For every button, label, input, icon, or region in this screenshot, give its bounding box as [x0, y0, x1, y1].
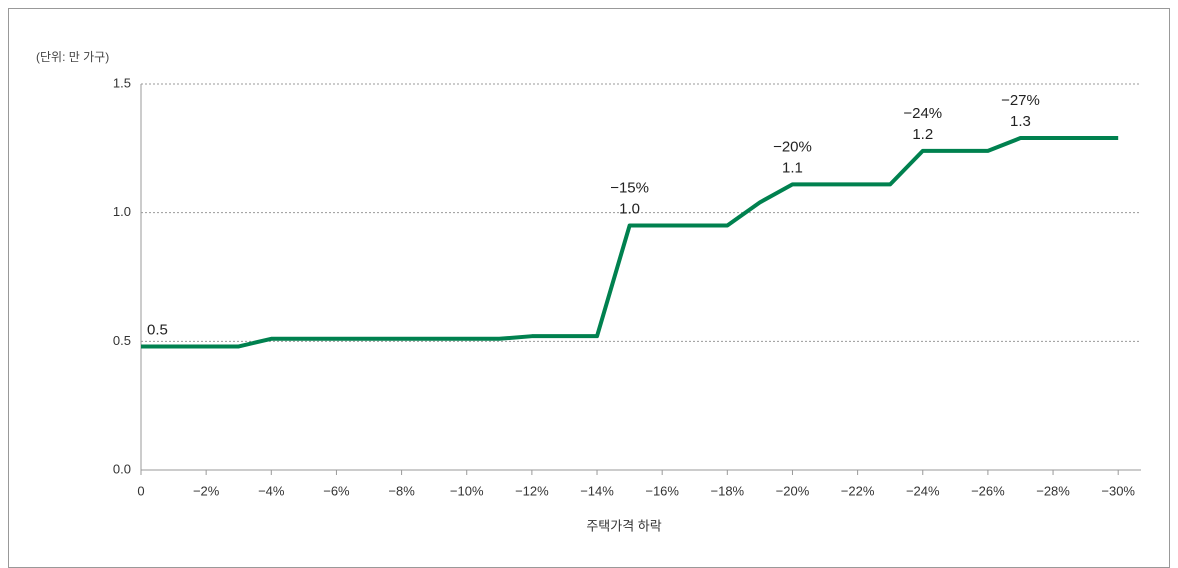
annotation: −20% [773, 138, 812, 155]
x-tick-label: −20% [776, 483, 810, 498]
x-tick-label: −12% [515, 483, 549, 498]
x-tick-label: −26% [971, 483, 1005, 498]
annotation: −15% [610, 180, 649, 197]
x-tick-label: −6% [323, 483, 350, 498]
x-tick-label: −4% [258, 483, 285, 498]
x-tick-label: −2% [193, 483, 220, 498]
x-tick-label: −8% [388, 483, 415, 498]
x-tick-label: 0 [137, 483, 144, 498]
annotation: −27% [1001, 92, 1040, 109]
y-tick-label: 0.0 [113, 461, 131, 476]
x-axis-label: 주택가격 하락 [586, 518, 661, 533]
x-tick-label: −24% [906, 483, 940, 498]
y-tick-label: 1.5 [113, 75, 131, 90]
value-label: 1.3 [1010, 113, 1031, 130]
x-tick-label: −10% [450, 483, 484, 498]
x-tick-label: −28% [1036, 483, 1070, 498]
y-tick-label: 0.5 [113, 333, 131, 348]
x-tick-label: −14% [580, 483, 614, 498]
data-line [141, 136, 1119, 349]
value-label: 0.5 [147, 321, 168, 338]
annotation: −24% [903, 105, 942, 122]
unit-label: (단위: 만 가구) [36, 50, 109, 64]
y-tick-label: 1.0 [113, 204, 131, 219]
x-tick-label: −18% [711, 483, 745, 498]
x-tick-label: −30% [1101, 483, 1135, 498]
x-tick-label: −22% [841, 483, 875, 498]
value-label: 1.0 [619, 201, 640, 218]
value-label: 1.1 [782, 159, 803, 176]
x-tick-label: −16% [645, 483, 679, 498]
value-label: 1.2 [912, 126, 933, 143]
